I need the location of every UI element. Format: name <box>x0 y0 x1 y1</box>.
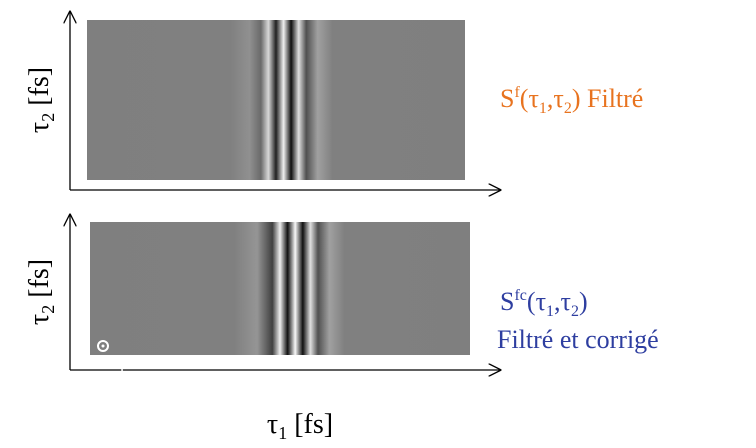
label-part: τ <box>24 314 55 325</box>
image-filtered <box>87 20 465 180</box>
y-label: τ2 [fs] <box>24 67 58 133</box>
y-label: τ2 [fs] <box>24 259 58 325</box>
caption-corrected: Sfc(τ1,τ2) <box>500 287 588 320</box>
caption-sub: 2 <box>564 100 572 117</box>
caption-part: ,τ <box>547 84 564 113</box>
label-sub: 1 <box>278 423 287 443</box>
caption-sub: 1 <box>546 303 554 320</box>
legend-label: Amplitude <box>93 353 170 373</box>
caption-sup: f <box>514 84 520 101</box>
caption-part: ,τ <box>554 287 571 316</box>
caption-sub: 1 <box>539 100 547 117</box>
caption-sup: fc <box>514 287 526 304</box>
label-sub: 2 <box>38 113 58 122</box>
caption-part: S <box>500 287 514 316</box>
label-part: [fs] <box>287 409 333 440</box>
label-part: τ <box>24 122 55 133</box>
image-corrected <box>90 222 470 355</box>
label-part: τ <box>267 409 278 440</box>
caption-part: (τ <box>520 84 539 113</box>
caption-part: ) Filtré <box>572 84 644 113</box>
label-part: [fs] <box>24 67 55 113</box>
caption-part: (τ <box>527 287 546 316</box>
caption-sub: 2 <box>571 303 579 320</box>
legend-icon <box>97 340 109 352</box>
legend-icon-dot <box>101 344 105 348</box>
caption-filtered: Sf(τ1,τ2) Filtré <box>500 84 643 117</box>
label-sub: 2 <box>38 305 58 314</box>
caption-line: Filtré et corrigé <box>497 325 659 354</box>
x-label: τ1 [fs] <box>267 409 333 443</box>
caption-part: S <box>500 84 514 113</box>
label-part: [fs] <box>24 259 55 305</box>
caption-part: ) <box>579 287 588 316</box>
